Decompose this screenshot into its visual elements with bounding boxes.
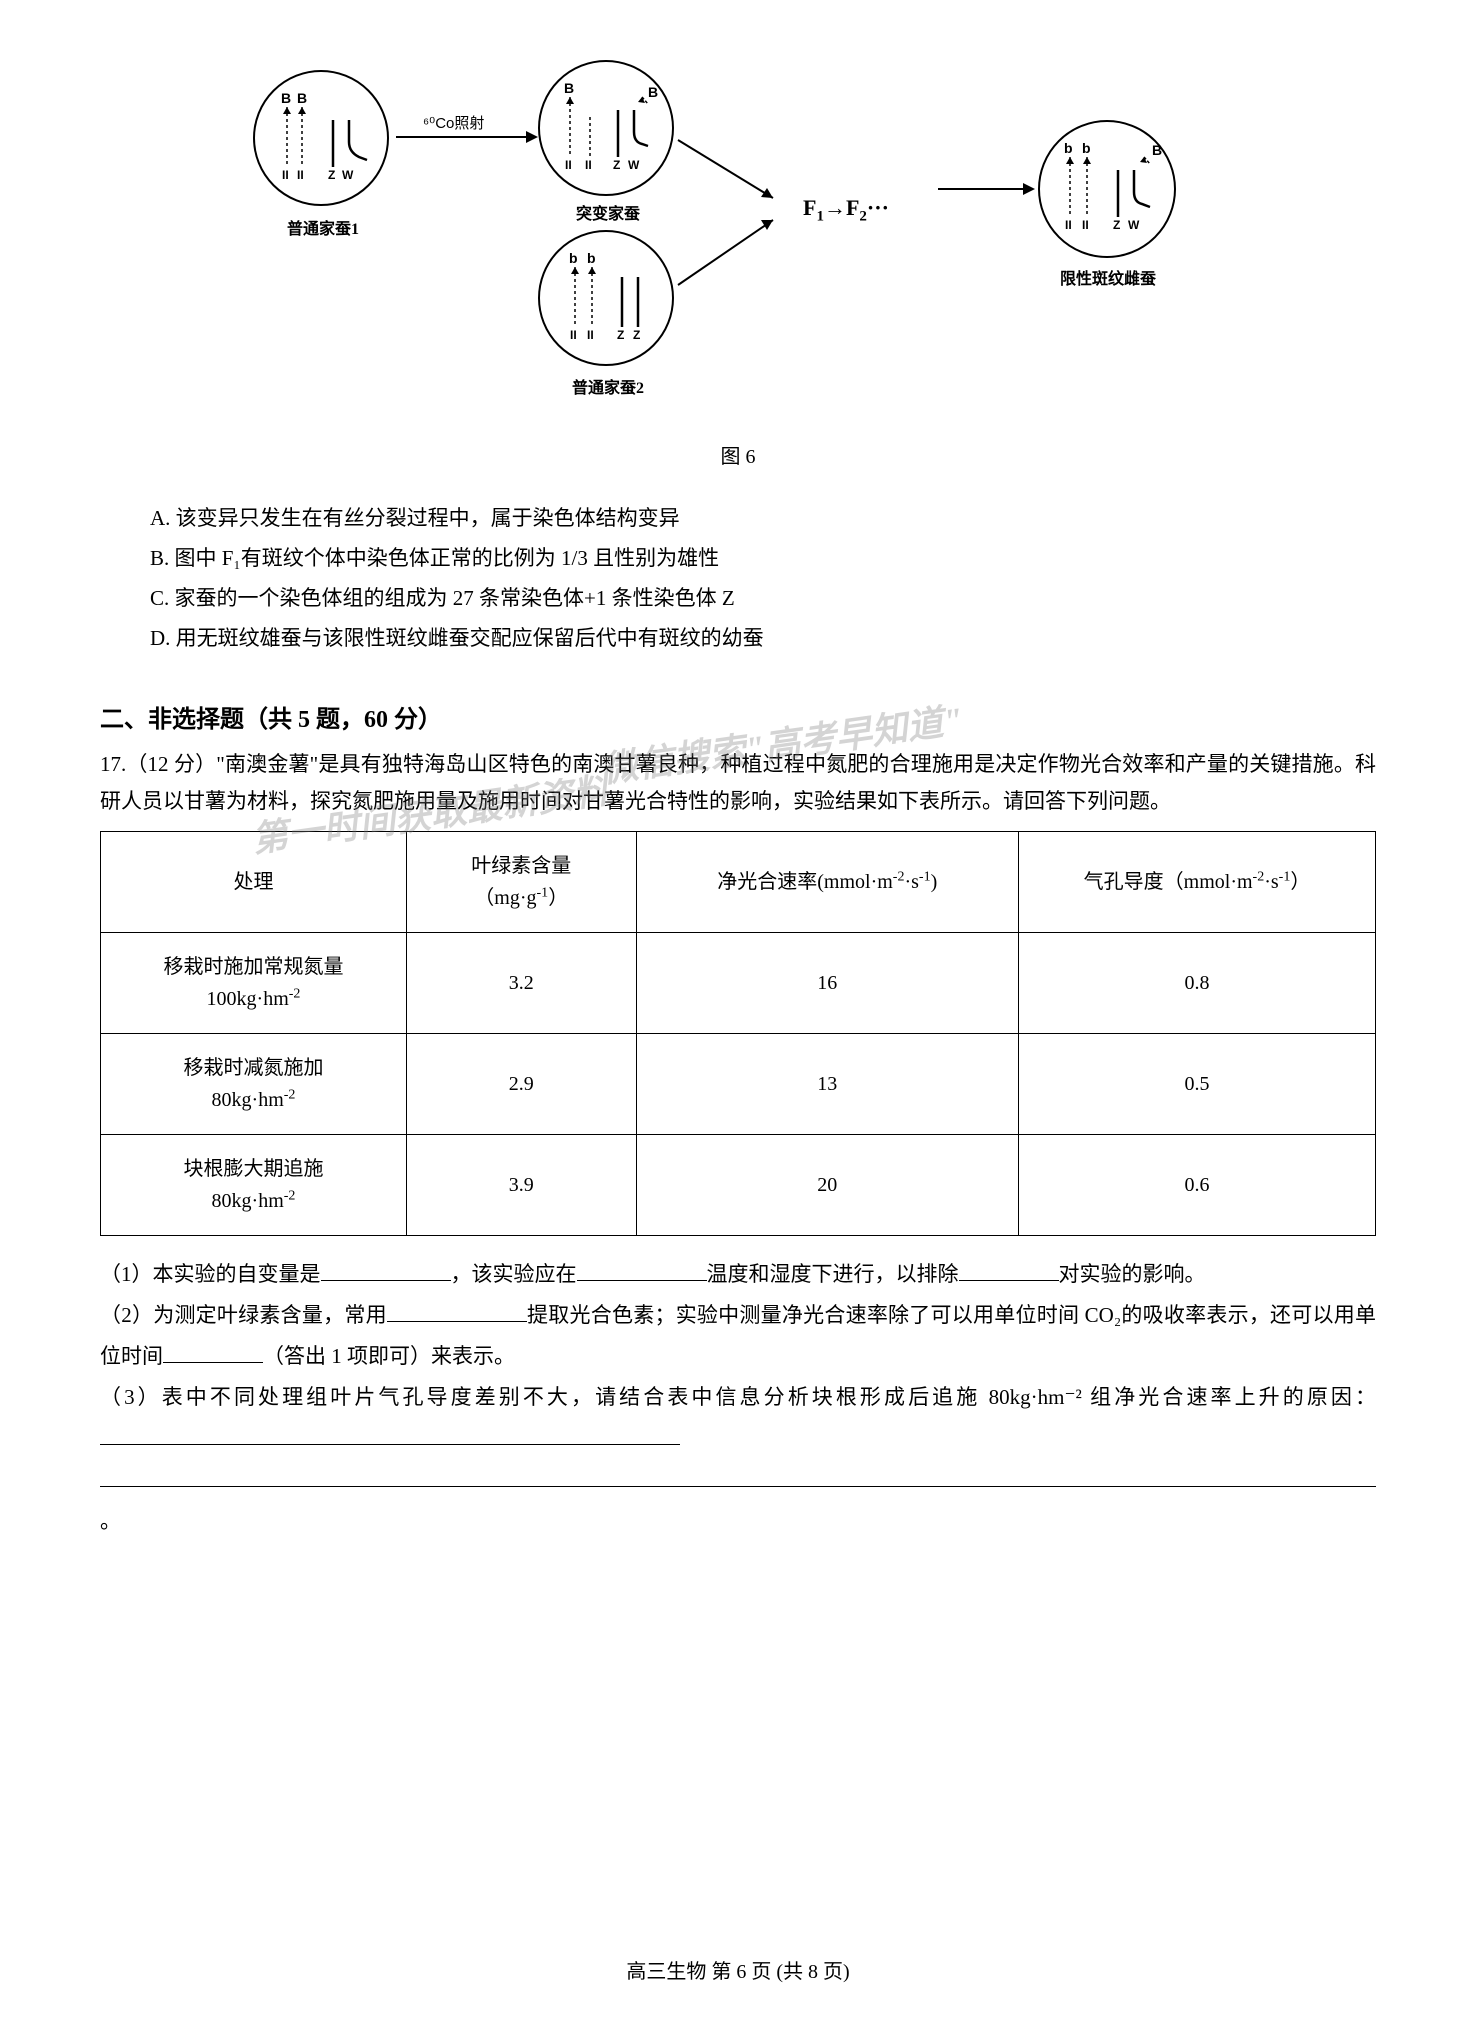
blank-line-long [100, 1463, 1376, 1487]
circle1-label: 普通家蚕1 [258, 215, 388, 239]
cell-photo-1: 16 [636, 933, 1019, 1034]
cell-circle-3: b b II II Z Z [538, 230, 674, 366]
arrow1-label: ⁶⁰Co照射 [423, 112, 484, 133]
genetics-diagram: B B II II Z W 普通家蚕1 ⁶⁰Co照射 B B II [100, 60, 1376, 420]
cell-chl-2: 2.9 [407, 1034, 637, 1135]
q1-part3: 温度和湿度下进行，以排除 [707, 1262, 959, 1286]
options-list: A. 该变异只发生在有丝分裂过程中，属于染色体结构变异 B. 图中 F₁有斑纹个… [100, 499, 1376, 659]
section-title: 二、非选择题（共 5 题，60 分） [100, 699, 1376, 734]
arrow-head-final [1023, 183, 1035, 195]
figure-caption: 图 6 [100, 440, 1376, 469]
sub-q3: （3）表中不同处理组叶片气孔导度差别不大，请结合表中信息分析块根形成后追施 80… [100, 1377, 1376, 1542]
th-stomata: 气孔导度（mmol·m-2·s-1） [1019, 832, 1376, 933]
option-a: A. 该变异只发生在有丝分裂过程中，属于染色体结构变异 [150, 499, 1376, 539]
cell-treatment-3: 块根膨大期追施80kg·hm-2 [101, 1135, 407, 1236]
cell-chl-3: 3.9 [407, 1135, 637, 1236]
circle2-label: 突变家蚕 [553, 200, 663, 224]
cell-chl-1: 3.2 [407, 933, 637, 1034]
q1-part1: （1）本实验的自变量是 [100, 1262, 321, 1286]
table-row: 块根膨大期追施80kg·hm-2 3.9 20 0.6 [101, 1135, 1376, 1236]
q2-part1: （2）为测定叶绿素含量，常用 [100, 1303, 387, 1327]
option-b: B. 图中 F₁有斑纹个体中染色体正常的比例为 1/3 且性别为雄性 [150, 539, 1376, 579]
option-c: C. 家蚕的一个染色体组的组成为 27 条常染色体+1 条性染色体 Z [150, 579, 1376, 619]
cell-photo-3: 20 [636, 1135, 1019, 1236]
sub-q2: （2）为测定叶绿素含量，常用提取光合色素；实验中测量净光合速率除了可以用单位时间… [100, 1295, 1376, 1377]
cell-photo-2: 13 [636, 1034, 1019, 1135]
q17-intro: 17.（12 分）"南澳金薯"是具有独特海岛山区特色的南澳甘薯良种，种植过程中氮… [100, 746, 1376, 822]
cell-stom-2: 0.5 [1019, 1034, 1376, 1135]
page-footer: 高三生物 第 6 页 (共 8 页) [0, 1955, 1476, 1984]
q1-part2: ，该实验应在 [451, 1262, 577, 1286]
sub-questions: （1）本实验的自变量是 ，该实验应在 温度和湿度下进行，以排除 对实验的影响。 （2）… [100, 1254, 1376, 1542]
arrow-irradiation [396, 136, 526, 138]
f-generations: F1→F2··· [803, 195, 889, 225]
table-row: 移栽时施加常规氮量100kg·hm-2 3.2 16 0.8 [101, 933, 1376, 1034]
table-header-row: 处理 叶绿素含量（mg·g-1） 净光合速率(mmol·m-2·s-1) 气孔导… [101, 832, 1376, 933]
cell-circle-2: B B II II Z W [538, 60, 674, 196]
th-photosynthesis: 净光合速率(mmol·m-2·s-1) [636, 832, 1019, 933]
experiment-table: 处理 叶绿素含量（mg·g-1） 净光合速率(mmol·m-2·s-1) 气孔导… [100, 831, 1376, 1236]
q2-part3: （答出 1 项即可）来表示。 [263, 1344, 515, 1368]
option-d: D. 用无斑纹雄蚕与该限性斑纹雌蚕交配应保留后代中有斑纹的幼蚕 [150, 619, 1376, 659]
cell-stom-1: 0.8 [1019, 933, 1376, 1034]
circle3-label: 普通家蚕2 [548, 374, 668, 398]
th-treatment: 处理 [101, 832, 407, 933]
table-row: 移栽时减氮施加80kg·hm-2 2.9 13 0.5 [101, 1034, 1376, 1135]
diagram-inner: B B II II Z W 普通家蚕1 ⁶⁰Co照射 B B II [248, 60, 1228, 420]
cell-stom-3: 0.6 [1019, 1135, 1376, 1236]
cell-treatment-2: 移栽时减氮施加80kg·hm-2 [101, 1034, 407, 1135]
cell-circle-4: b b B II II Z W [1038, 120, 1176, 258]
arrows-to-f [673, 120, 793, 320]
q1-part4: 对实验的影响。 [1059, 1262, 1206, 1286]
q3-part1: （3）表中不同处理组叶片气孔导度差别不大，请结合表中信息分析块根形成后追施 80… [100, 1385, 1376, 1409]
cell-circle-1: B B II II Z W [253, 70, 389, 206]
sub-q1: （1）本实验的自变量是 ，该实验应在 温度和湿度下进行，以排除 对实验的影响。 [100, 1254, 1376, 1295]
arrow-head-1 [526, 131, 538, 143]
circle4-label: 限性斑纹雌蚕 [1048, 265, 1168, 289]
arrow-to-final [938, 188, 1023, 190]
th-chlorophyll: 叶绿素含量（mg·g-1） [407, 832, 637, 933]
cell-treatment-1: 移栽时施加常规氮量100kg·hm-2 [101, 933, 407, 1034]
